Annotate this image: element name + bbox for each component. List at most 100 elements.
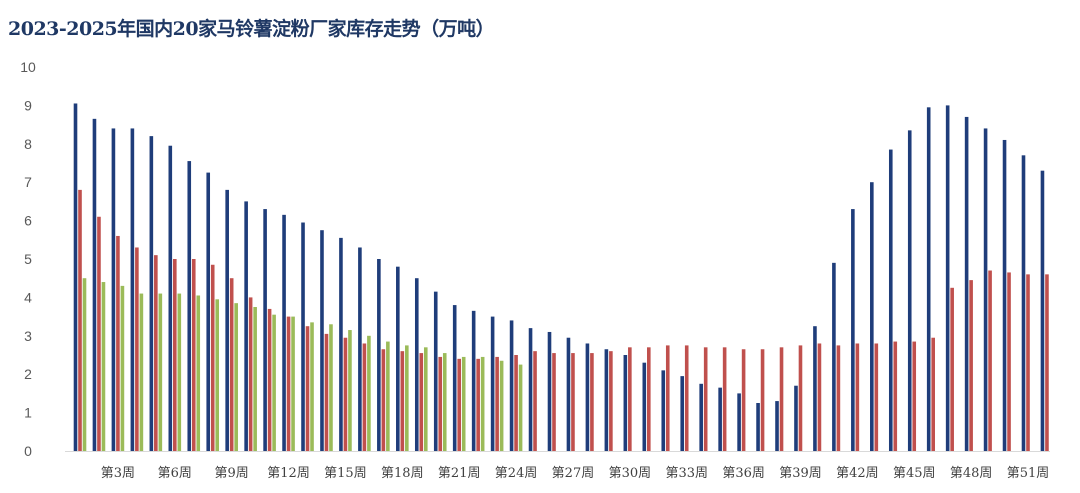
y-tick-label: 4 [24, 289, 32, 305]
y-tick-label: 9 [24, 97, 32, 113]
bar-series1 [528, 328, 533, 451]
x-tick-label: 第42周 [836, 466, 879, 481]
bar-series1 [623, 355, 628, 451]
bar-series2 [874, 343, 879, 451]
bar-series1 [509, 320, 514, 451]
bar-series1 [832, 262, 836, 451]
bar-series1 [433, 291, 438, 451]
bar-series1 [396, 266, 400, 451]
bar-series3 [518, 364, 523, 451]
bar-series1 [642, 362, 647, 451]
chart-title: 2023-2025年国内20家马铃薯淀粉厂家库存走势（万吨） [8, 18, 495, 40]
bar-series2 [931, 337, 935, 451]
bar-series2 [1007, 272, 1011, 451]
bar-series3 [442, 353, 447, 451]
bar-series3 [499, 360, 504, 451]
bar-series1 [149, 136, 154, 451]
bar-series1 [661, 370, 666, 451]
bar-series2 [343, 337, 348, 451]
bar-series3 [423, 347, 428, 451]
bar-series2 [362, 343, 367, 451]
bar-series3 [196, 295, 201, 451]
bar-series2 [135, 247, 139, 451]
bar-series1 [490, 316, 495, 451]
bar-series3 [291, 316, 295, 451]
bar-series2 [457, 358, 461, 451]
bar-series1 [775, 401, 779, 451]
bar-series1 [1021, 155, 1026, 451]
bar-series1 [168, 145, 173, 451]
x-tick-label: 第18周 [381, 466, 424, 481]
bar-series2 [798, 345, 803, 451]
bar-series3 [139, 293, 144, 451]
bar-series2 [779, 347, 784, 451]
bar-series2 [703, 347, 708, 451]
bar-series2 [741, 349, 746, 451]
bar-series1 [73, 103, 78, 451]
x-tick-label: 第15周 [324, 466, 367, 481]
bar-series1 [339, 237, 343, 451]
bar-series3 [234, 303, 238, 451]
bar-series1 [983, 128, 988, 451]
bar-series2 [476, 358, 480, 451]
bar-series3 [272, 314, 276, 451]
bar-series2 [229, 278, 234, 451]
bar-series1 [585, 343, 590, 451]
bar-series3 [120, 285, 125, 451]
y-tick-label: 7 [24, 174, 32, 190]
bar-series2 [722, 347, 727, 451]
x-tick-label: 第27周 [552, 466, 595, 481]
bar-series1 [358, 247, 362, 451]
bar-series1 [566, 337, 571, 451]
bar-series2 [438, 356, 443, 451]
bar-series2 [97, 216, 101, 451]
bar-series3 [101, 282, 106, 451]
bar-series3 [386, 341, 390, 451]
bar-series1 [604, 349, 609, 451]
bar-series2 [381, 349, 386, 451]
bar-series3 [177, 293, 182, 451]
bar-series1 [813, 326, 817, 451]
bar-series2 [191, 259, 196, 451]
bar-series2 [210, 264, 215, 451]
bar-series2 [855, 343, 860, 451]
bar-series1 [964, 116, 969, 452]
y-tick-label: 10 [20, 59, 36, 75]
bar-series2 [324, 333, 329, 451]
bar-series1 [225, 189, 229, 451]
bar-series2 [116, 235, 120, 451]
x-tick-label: 第48周 [950, 466, 993, 481]
bar-series3 [310, 322, 314, 451]
x-tick-label: 第12周 [267, 466, 310, 481]
bar-series1 [945, 105, 950, 452]
y-tick-label: 3 [24, 328, 32, 344]
bar-series2 [836, 345, 841, 451]
bar-series2 [154, 255, 158, 451]
bar-series2 [628, 347, 632, 451]
bar-series1 [737, 393, 741, 451]
bar-series2 [173, 259, 177, 451]
bar-series1 [187, 161, 192, 451]
bar-series1 [92, 118, 97, 451]
bar-series2 [760, 349, 765, 451]
x-tick-label: 第51周 [1007, 466, 1050, 481]
bar-series1 [756, 403, 760, 451]
bar-series1 [244, 201, 248, 451]
bar-series2 [1026, 274, 1030, 451]
bar-series1 [111, 128, 116, 451]
bar-series1 [699, 383, 703, 451]
bar-series3 [158, 293, 163, 451]
bar-series1 [718, 387, 722, 451]
bar-series1 [320, 230, 324, 451]
bar-series1 [851, 209, 855, 451]
bar-series2 [912, 341, 917, 451]
bar-series3 [461, 356, 466, 451]
bar-series2 [495, 356, 499, 451]
bar-series2 [647, 347, 651, 451]
bar-series1 [794, 385, 798, 451]
y-tick-label: 5 [24, 251, 32, 267]
bar-series1 [471, 310, 476, 451]
bar-series1 [907, 130, 912, 452]
x-tick-label: 第9周 [215, 466, 249, 481]
bar-series2 [514, 355, 518, 451]
